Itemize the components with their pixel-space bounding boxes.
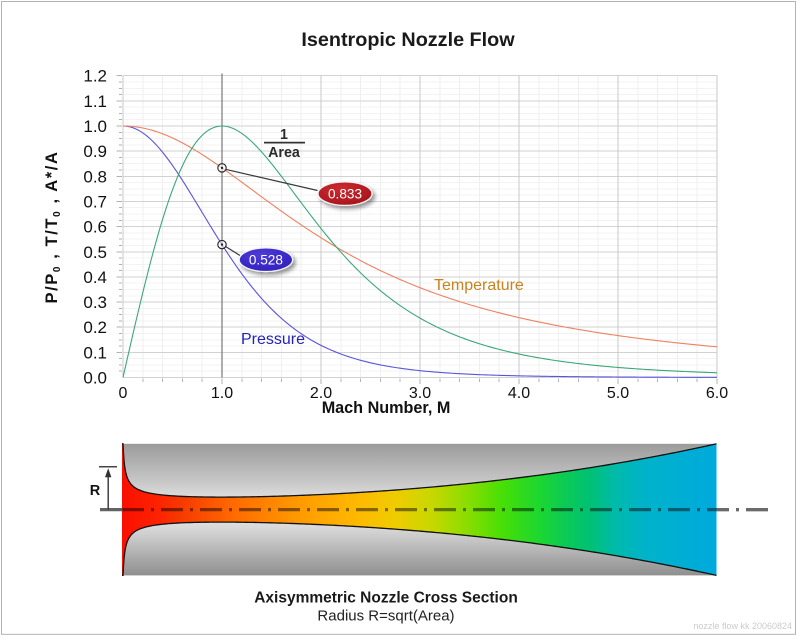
svg-text:0.6: 0.6	[83, 218, 107, 237]
svg-text:1.0: 1.0	[83, 117, 107, 136]
svg-text:0.9: 0.9	[83, 142, 107, 161]
svg-text:4.0: 4.0	[508, 385, 530, 402]
svg-text:1.0: 1.0	[211, 385, 233, 402]
svg-text:R: R	[90, 483, 101, 499]
svg-text:0.7: 0.7	[83, 192, 107, 211]
svg-text:1: 1	[280, 127, 288, 143]
svg-text:nozzle flow kk 20060824: nozzle flow kk 20060824	[693, 621, 792, 631]
svg-text:Temperature: Temperature	[434, 277, 524, 294]
svg-text:0.5: 0.5	[83, 243, 107, 262]
svg-text:0.3: 0.3	[83, 293, 107, 312]
svg-text:Area: Area	[268, 145, 301, 161]
svg-text:Mach Number, M: Mach Number, M	[322, 399, 451, 417]
svg-text:2.0: 2.0	[310, 385, 332, 402]
svg-text:5.0: 5.0	[607, 385, 629, 402]
svg-text:0.4: 0.4	[83, 268, 107, 287]
svg-text:0.528: 0.528	[249, 253, 283, 268]
svg-text:0: 0	[119, 385, 128, 402]
svg-text:0.833: 0.833	[328, 187, 362, 202]
svg-text:0.8: 0.8	[83, 167, 107, 186]
svg-text:1.1: 1.1	[83, 92, 107, 111]
svg-text:0.2: 0.2	[83, 318, 107, 337]
svg-text:0.1: 0.1	[83, 343, 107, 362]
svg-text:P/P0 , T/T0 , A*/A: P/P0 , T/T0 , A*/A	[43, 150, 63, 303]
svg-text:0.0: 0.0	[83, 369, 107, 388]
svg-text:1.2: 1.2	[83, 67, 107, 86]
svg-text:3.0: 3.0	[409, 385, 431, 402]
svg-text:Pressure: Pressure	[241, 331, 305, 348]
svg-text:Isentropic Nozzle Flow: Isentropic Nozzle Flow	[301, 29, 515, 51]
svg-text:Radius R=sqrt(Area): Radius R=sqrt(Area)	[317, 608, 454, 625]
svg-text:Axisymmetric Nozzle Cross Sect: Axisymmetric Nozzle Cross Section	[254, 589, 518, 606]
svg-text:6.0: 6.0	[706, 385, 728, 402]
